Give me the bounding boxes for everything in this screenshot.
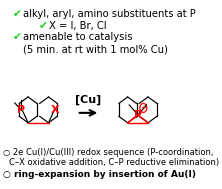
Text: ○ ring-expansion by insertion of Au(I): ○ ring-expansion by insertion of Au(I) — [3, 170, 196, 179]
Text: amenable to catalysis: amenable to catalysis — [23, 33, 133, 43]
Text: P: P — [17, 105, 25, 115]
Text: ✔: ✔ — [13, 33, 22, 43]
Text: ✔: ✔ — [13, 9, 22, 19]
Text: alkyl, aryl, amino substituents at P: alkyl, aryl, amino substituents at P — [23, 9, 196, 19]
Text: C–X oxidative addition, C–P reductive elimination): C–X oxidative addition, C–P reductive el… — [9, 158, 219, 167]
Text: ○ 2e Cu(I)/Cu(III) redox sequence (P-coordination,: ○ 2e Cu(I)/Cu(III) redox sequence (P-coo… — [3, 148, 214, 157]
Text: +: + — [140, 105, 146, 111]
Text: X: X — [51, 105, 60, 115]
Text: X = I, Br, Cl: X = I, Br, Cl — [49, 21, 107, 31]
Text: [Cu]: [Cu] — [75, 95, 102, 105]
Text: ✔: ✔ — [39, 21, 48, 31]
Text: (5 min. at rt with 1 mol% Cu): (5 min. at rt with 1 mol% Cu) — [23, 44, 168, 54]
Text: P: P — [134, 110, 142, 120]
